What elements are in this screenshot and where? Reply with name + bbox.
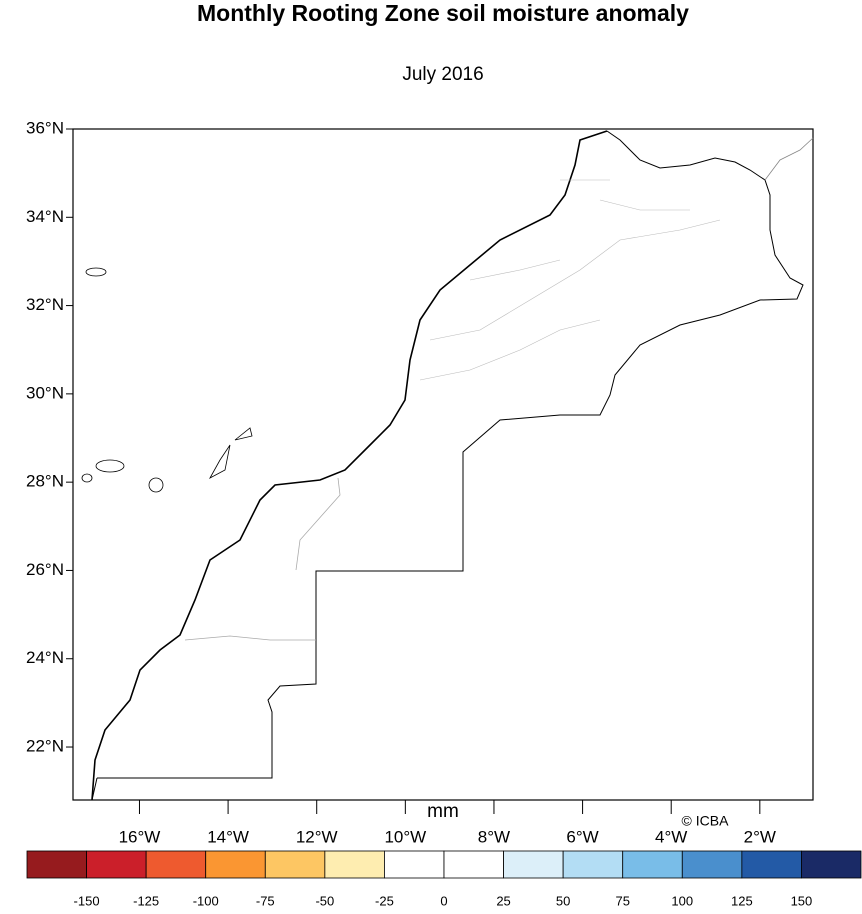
province-line xyxy=(419,179,721,381)
island xyxy=(95,459,125,473)
lon-label: 4°W xyxy=(655,827,687,846)
lon-label: 12°W xyxy=(296,827,338,846)
map-layer xyxy=(72,128,814,801)
colorbar-label: -25 xyxy=(375,893,394,908)
colorbar-box xyxy=(622,850,683,879)
lat-label: 24°N xyxy=(26,648,64,667)
island xyxy=(148,477,164,493)
subtitle: July 2016 xyxy=(402,64,483,85)
colorbar-label: 0 xyxy=(440,893,447,908)
lat-label: 26°N xyxy=(26,560,64,579)
island xyxy=(85,267,107,277)
lon-label: 14°W xyxy=(207,827,249,846)
colorbar-box xyxy=(562,850,624,879)
island xyxy=(81,473,93,483)
credit: © ICBA xyxy=(682,813,730,829)
lon-label: 8°W xyxy=(478,827,510,846)
province-line xyxy=(295,477,341,571)
colorbar-box xyxy=(741,850,802,879)
colorbar-label: 150 xyxy=(791,893,813,908)
province-line xyxy=(184,635,316,641)
colorbar-box xyxy=(86,850,147,879)
lat-label: 34°N xyxy=(26,207,64,226)
lon-label: 10°W xyxy=(384,827,426,846)
colorbar-box xyxy=(443,850,504,879)
lat-label: 22°N xyxy=(26,737,64,756)
colorbar-box xyxy=(324,850,385,879)
colorbar-label: -150 xyxy=(74,893,100,908)
lat-label: 28°N xyxy=(26,472,64,491)
colorbar-label: 100 xyxy=(671,893,693,908)
colorbar-label: -125 xyxy=(133,893,159,908)
colorbar-label: -50 xyxy=(315,893,334,908)
island xyxy=(208,427,253,479)
colorbar-label: -100 xyxy=(193,893,219,908)
colorbar-unit: mm xyxy=(427,801,459,822)
lon-label: 2°W xyxy=(744,827,776,846)
lon-label: 16°W xyxy=(119,827,161,846)
border xyxy=(764,137,814,181)
colorbar-box xyxy=(26,850,87,879)
lat-label: 30°N xyxy=(26,383,64,402)
lat-label: 36°N xyxy=(26,118,64,137)
colorbar-box xyxy=(264,850,326,879)
colorbar-label: -75 xyxy=(256,893,275,908)
coastline xyxy=(91,130,608,801)
lon-label: 6°W xyxy=(566,827,598,846)
colorbar-box xyxy=(205,850,266,879)
colorbar-box xyxy=(503,850,564,879)
lat-label: 32°N xyxy=(26,295,64,314)
map-frame xyxy=(72,128,814,801)
colorbar-label: 75 xyxy=(615,893,629,908)
title: Monthly Rooting Zone soil moisture anoma… xyxy=(197,0,689,26)
colorbar-label: 50 xyxy=(556,893,570,908)
colorbar-label: 25 xyxy=(496,893,510,908)
colorbar-box xyxy=(145,850,207,879)
colorbar-box xyxy=(384,850,445,879)
colorbar: -150 -125 -100 -75 -50 -25 0 25 50 75 100 125 150 xyxy=(26,850,862,908)
colorbar-box xyxy=(801,850,862,879)
colorbar-label: 125 xyxy=(731,893,753,908)
border xyxy=(91,777,98,801)
border xyxy=(97,130,804,779)
colorbar-box xyxy=(681,850,743,879)
